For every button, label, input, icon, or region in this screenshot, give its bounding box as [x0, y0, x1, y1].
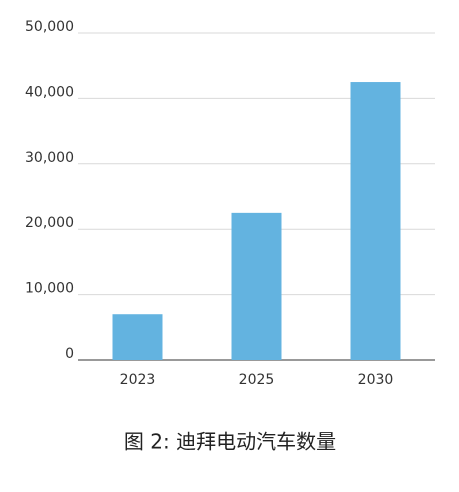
y-tick-label: 50,000 — [25, 19, 74, 35]
chart-title: 图 2: 迪拜电动汽车数量 — [124, 430, 336, 454]
y-tick-label: 20,000 — [25, 215, 74, 231]
x-tick-label: 2030 — [358, 372, 394, 388]
bar — [231, 212, 282, 360]
x-tick-label: 2025 — [239, 372, 275, 388]
x-tick-label: 2023 — [120, 372, 156, 388]
bar — [112, 314, 163, 360]
y-tick-label: 40,000 — [25, 84, 74, 100]
y-tick-label: 10,000 — [25, 281, 74, 297]
y-tick-label: 0 — [65, 346, 74, 362]
bar — [350, 82, 401, 361]
y-tick-label: 30,000 — [25, 150, 74, 166]
